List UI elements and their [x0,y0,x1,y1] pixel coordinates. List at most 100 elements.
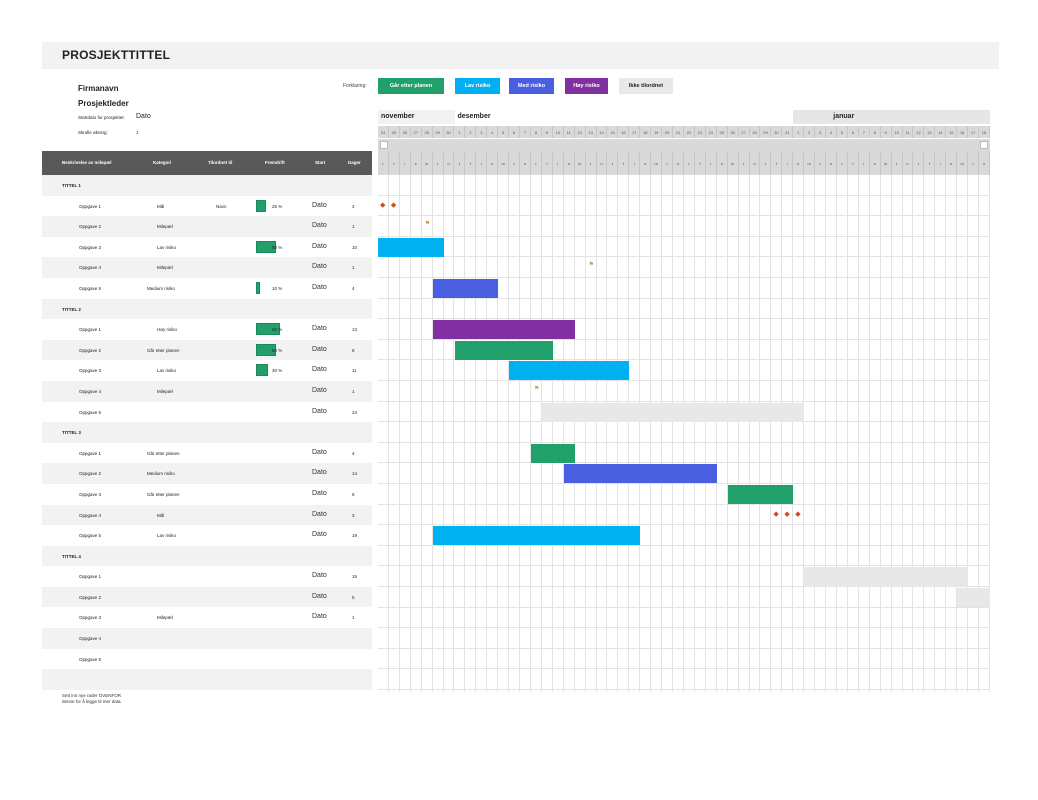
grid-column [684,175,695,692]
goal-diamond-icon: ◆ [795,510,801,518]
day-number: 17 [968,126,980,138]
day-number: 5 [498,126,510,138]
task-category: Medium risiko [147,471,175,477]
table-row[interactable]: Oppgave 1 Mål Navn 25 % Dato 3 [42,196,372,217]
footnote: Sett inn nye rader OVENFOR denne for å l… [62,693,122,704]
weekday-letter: l [476,151,488,175]
month-label: november [378,110,455,124]
table-row[interactable]: Oppgave 4 Mål Dato 3 [42,504,372,526]
table-row[interactable]: Oppgave 4 Milepæl Dato 1 [42,257,372,278]
goal-diamond-icon: ◆ [390,201,397,209]
project-start-label: Startdato for prosjektet: [78,115,125,120]
day-number: 2 [804,126,816,138]
table-row[interactable]: Oppgave 1 Går etter planen Dato 4 [42,443,372,464]
task-start: Dato [312,325,327,333]
day-number: 10 [892,126,903,138]
day-number: 16 [957,126,969,138]
legend-item: Lav risiko [455,78,500,94]
table-row[interactable]: Oppgave 3 Lav risiko 50 % Dato 10 [42,237,372,258]
day-number: 6 [848,126,859,138]
grid-column [651,175,663,692]
gantt-bar[interactable] [509,361,630,381]
day-number: 14 [935,126,947,138]
grid-row [378,443,990,464]
table-row[interactable]: Oppgave 5 Dato 24 [42,402,372,423]
weekday-letter: l [859,151,870,175]
task-name: Oppgave 2 [79,224,102,230]
day-number: 1 [455,126,466,138]
weekday-letter: t [761,151,772,175]
gantt-bar[interactable] [804,567,969,587]
day-number: 14 [597,126,608,138]
weekday-letter: m [881,151,892,175]
grid-column [804,175,816,692]
table-row[interactable]: Oppgave 5 Medium risiko 10 % Dato 4 [42,278,372,299]
table-row[interactable]: Oppgave 5 [42,649,372,670]
section-title: TITTEL 3 [62,430,81,436]
scroll-left-handle[interactable] [380,141,388,149]
table-row[interactable]: Oppgave 2 Går etter planen 50 % Dato 8 [42,339,372,361]
gantt-bar[interactable] [432,526,641,546]
grid-column [771,175,783,692]
task-days: 3 [352,512,355,518]
table-row[interactable]: Oppgave 3 Går etter planen Dato 6 [42,484,372,505]
gantt-bar[interactable] [727,485,794,504]
day-header: 24 25 26 27 28 29 30 1 2 3 4 5 6 7 8 9 10 11 12 13 14 15 16 17 1… [378,126,990,138]
day-number: 25 [389,126,400,138]
table-row[interactable]: Oppgave 1 Høy risiko 60 % Dato 13 [42,319,372,340]
month-header: november desember januar [378,110,990,124]
page-title: PROSJEKTTITTEL [62,48,171,62]
gantt-bar[interactable] [378,237,444,257]
grid-column [597,175,608,692]
grid-row [378,505,990,526]
milestone-flag-icon: ⚑ [588,262,595,269]
timeline-scrollbar[interactable] [378,139,990,151]
task-category: Milepæl [157,224,173,230]
task-name: Oppgave 3 [79,491,102,497]
gantt-bar[interactable] [541,402,805,422]
day-number: 7 [520,126,531,138]
project-start-value[interactable]: Dato [136,113,151,120]
scroll-increment-value[interactable]: 1 [136,130,139,135]
gantt-bar[interactable] [563,464,717,484]
day-number: 23 [695,126,706,138]
table-row[interactable]: Oppgave 3 Milepæl Dato 1 [42,607,372,628]
table-row[interactable]: Oppgave 5 Lav risiko Dato 19 [42,525,372,546]
header-assigned: Tilordnet til [208,160,233,165]
gantt-bar[interactable] [432,320,575,340]
gantt-bar[interactable] [957,588,990,607]
empty-row [42,669,372,690]
table-header: Beskrivelse av milepæl Kategori Tilordne… [42,151,372,175]
task-category: Milepæl [157,265,173,271]
task-start: Dato [312,366,327,374]
gantt-bar[interactable] [531,443,575,463]
day-number: 6 [509,126,521,138]
table-row[interactable]: Oppgave 2 Milepæl Dato 1 [42,216,372,237]
section-row: TITTEL 2 [42,298,372,320]
day-number: 30 [771,126,783,138]
task-days: 4 [352,450,355,456]
grid-row [378,566,990,587]
table-row[interactable]: Oppgave 2 Dato 5 [42,586,372,608]
weekday-letter: m [498,151,510,175]
table-row[interactable]: Oppgave 4 [42,628,372,649]
gantt-bar[interactable] [432,279,499,298]
table-row[interactable]: Oppgave 4 Milepæl Dato 1 [42,380,372,402]
month-label: januar [793,110,990,124]
table-row[interactable]: Oppgave 2 Medium risiko Dato 14 [42,463,372,484]
table-row[interactable]: Oppgave 1 Dato 15 [42,566,372,587]
weekday-letter: o [597,151,608,175]
table-row[interactable]: Oppgave 3 Lav risiko 30 % Dato 11 [42,360,372,381]
section-row: TITTEL 1 [42,175,372,196]
task-name: Oppgave 1 [79,450,102,456]
grid-column [848,175,859,692]
task-days: 10 [352,244,358,250]
grid-column [586,175,597,692]
grid-row [378,360,990,381]
gantt-bar[interactable] [454,340,553,360]
scroll-right-handle[interactable] [980,141,988,149]
grid-column [957,175,969,692]
day-number: 22 [684,126,695,138]
task-name: Oppgave 5 [79,656,102,662]
